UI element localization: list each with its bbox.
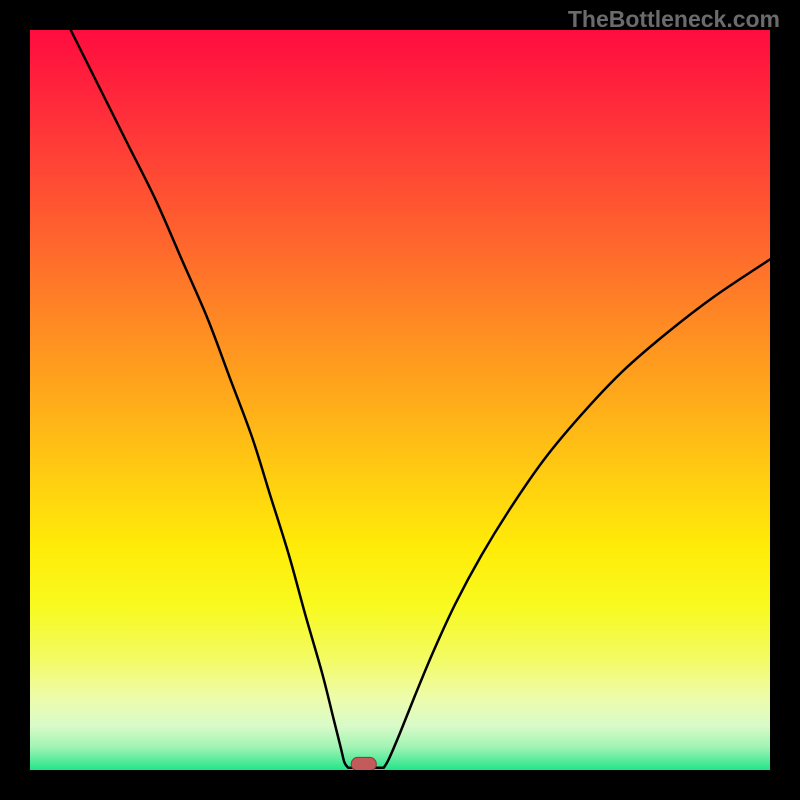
optimum-marker (30, 30, 770, 770)
watermark-text: TheBottleneck.com (568, 6, 780, 33)
figure-root: TheBottleneck.com (0, 0, 800, 800)
plot-area (30, 30, 770, 770)
